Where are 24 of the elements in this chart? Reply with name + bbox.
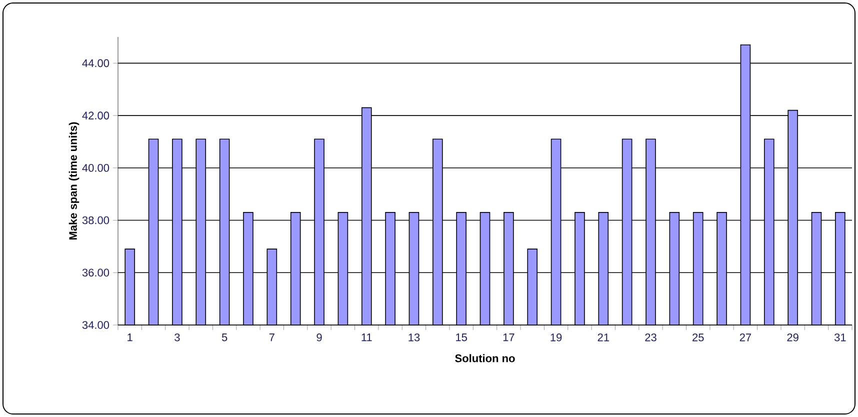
y-tick-label: 44.00 xyxy=(82,59,110,68)
x-tick-label: 29 xyxy=(787,334,798,342)
x-tick-label: 19 xyxy=(550,334,562,342)
x-tick-label: 27 xyxy=(740,334,752,342)
x-tick-label: 15 xyxy=(456,334,467,342)
x-tick-label: 21 xyxy=(598,334,609,342)
x-tick-label: 25 xyxy=(692,334,704,342)
x-tick-label: 7 xyxy=(269,334,274,342)
x-tick-label: 31 xyxy=(834,334,846,342)
x-tick-label: 1 xyxy=(128,334,132,342)
x-tick-label: 11 xyxy=(362,334,372,342)
y-axis-title: Make span (time units) xyxy=(68,122,80,240)
x-tick-label: 9 xyxy=(316,334,322,342)
x-tick-label: 17 xyxy=(503,334,514,342)
y-tick-label: 42.00 xyxy=(82,112,110,120)
x-tick-label: 3 xyxy=(174,334,180,342)
y-tick-label: 40.00 xyxy=(82,164,110,172)
x-tick-label: 23 xyxy=(645,334,656,342)
x-tick-label: 5 xyxy=(222,334,228,342)
y-tick-label: 36.00 xyxy=(82,268,110,277)
y-tick-label: 34.00 xyxy=(82,321,110,329)
x-axis-title: Solution no xyxy=(455,354,515,362)
y-tick-label: 38.00 xyxy=(82,216,110,224)
x-tick-label: 13 xyxy=(408,334,420,342)
